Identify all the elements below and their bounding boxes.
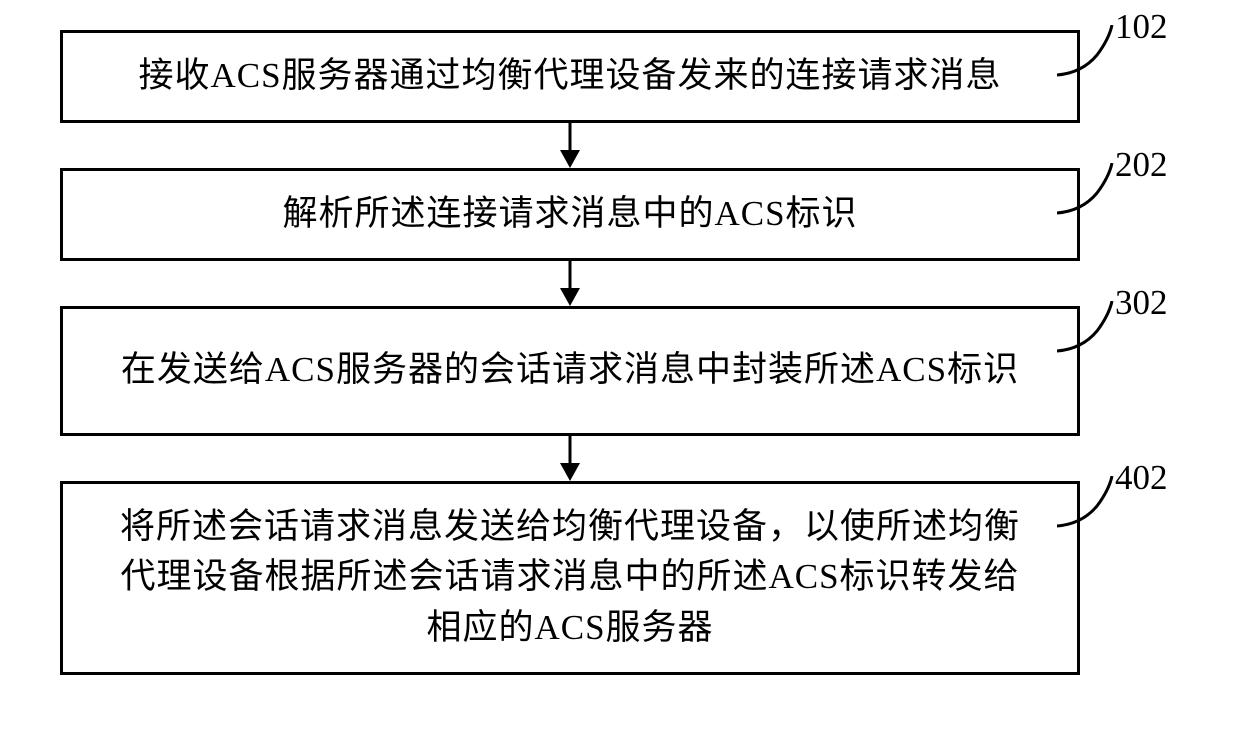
step-text: 接收ACS服务器通过均衡代理设备发来的连接请求消息 bbox=[138, 51, 1001, 102]
step-text: 解析所述连接请求消息中的ACS标识 bbox=[282, 189, 857, 240]
flowchart-step: 将所述会话请求消息发送给均衡代理设备，以使所述均衡代理设备根据所述会话请求消息中… bbox=[60, 481, 1080, 675]
flow-arrow bbox=[60, 261, 1080, 306]
step-text: 将所述会话请求消息发送给均衡代理设备，以使所述均衡代理设备根据所述会话请求消息中… bbox=[103, 502, 1037, 654]
callout: 402 bbox=[1057, 476, 1177, 536]
callout-label: 302 bbox=[1115, 283, 1168, 323]
callout: 102 bbox=[1057, 25, 1177, 85]
flowchart-step: 解析所述连接请求消息中的ACS标识 202 bbox=[60, 168, 1080, 261]
flowchart-step: 在发送给ACS服务器的会话请求消息中封装所述ACS标识 302 bbox=[60, 306, 1080, 436]
callout-label: 102 bbox=[1115, 7, 1168, 47]
callout: 302 bbox=[1057, 301, 1177, 361]
flowchart-step: 接收ACS服务器通过均衡代理设备发来的连接请求消息 102 bbox=[60, 30, 1080, 123]
callout-label: 202 bbox=[1115, 145, 1168, 185]
callout-label: 402 bbox=[1115, 458, 1168, 498]
flow-arrow bbox=[60, 436, 1080, 481]
flowchart-container: 接收ACS服务器通过均衡代理设备发来的连接请求消息 102 解析所述连接请求消息… bbox=[60, 30, 1180, 675]
flow-arrow bbox=[60, 123, 1080, 168]
step-text: 在发送给ACS服务器的会话请求消息中封装所述ACS标识 bbox=[121, 345, 1019, 396]
callout: 202 bbox=[1057, 163, 1177, 223]
